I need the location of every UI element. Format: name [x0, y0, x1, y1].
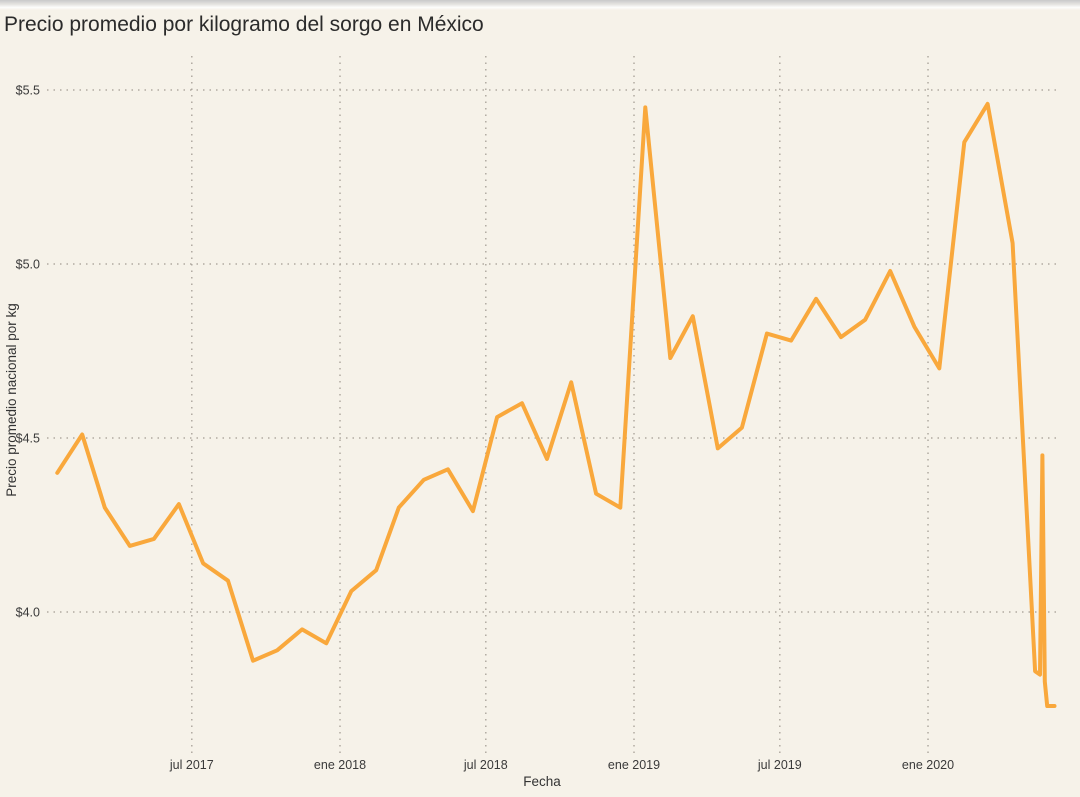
y-tick-label: $5.5 [16, 84, 40, 98]
x-tick-label: jul 2019 [757, 758, 802, 772]
page-top-edge [0, 0, 1080, 10]
x-tick-label: ene 2020 [902, 758, 954, 772]
y-axis-title: Precio promedio nacional por kg [4, 303, 19, 497]
x-axis-title: Fecha [523, 774, 561, 789]
y-tick-label: $4.0 [16, 606, 40, 620]
y-tick-label: $4.5 [16, 432, 40, 446]
x-tick-label: ene 2019 [608, 758, 660, 772]
y-axis: $5.5 $5.0 $4.5 $4.0 [16, 84, 40, 620]
y-tick-label: $5.0 [16, 258, 40, 272]
chart-title: Precio promedio por kilogramo del sorgo … [4, 13, 484, 36]
x-tick-label: jul 2018 [463, 758, 508, 772]
x-axis: jul 2017 ene 2018 jul 2018 ene 2019 jul … [169, 758, 954, 772]
x-tick-label: ene 2018 [314, 758, 366, 772]
gridlines [47, 56, 1059, 753]
x-tick-label: jul 2017 [169, 758, 214, 772]
price-line [55, 101, 1057, 708]
